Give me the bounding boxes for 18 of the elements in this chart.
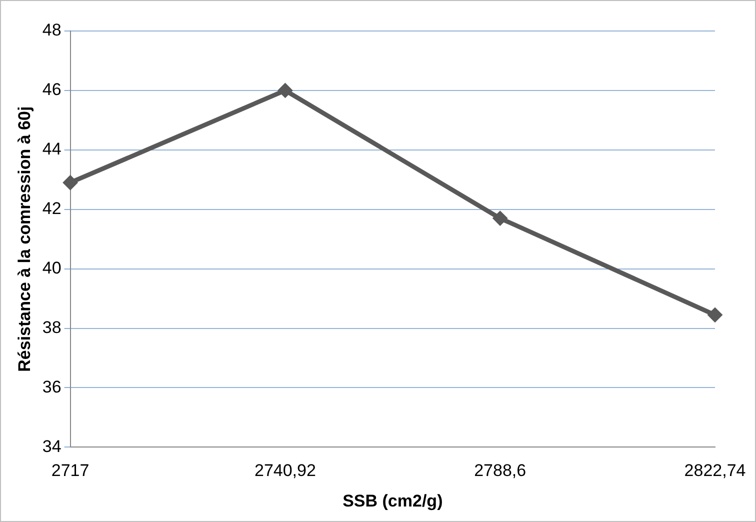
y-tick-label: 34 xyxy=(42,436,62,456)
point xyxy=(708,307,722,322)
y-tick-label: 46 xyxy=(42,80,62,100)
y-tick-label: 44 xyxy=(42,140,62,159)
point xyxy=(492,210,508,226)
y-tick-label: 48 xyxy=(42,20,62,40)
x-tick-label: 2717 xyxy=(51,461,90,480)
x-tick-label: 2788,6 xyxy=(474,461,526,480)
y-axis-title: Résistance à la comression à 60j xyxy=(14,106,34,372)
y-tick-label: 38 xyxy=(42,318,62,337)
x-tick-label: 2740,92 xyxy=(254,461,316,480)
x-tick-label: 2822,74 xyxy=(684,461,746,480)
y-tick-label: 40 xyxy=(42,258,62,278)
x-axis-title: SSB (cm2/g) xyxy=(342,491,443,510)
y-tick-label: 36 xyxy=(42,377,62,396)
point xyxy=(62,175,78,190)
y-tick-label: 42 xyxy=(42,199,62,218)
point xyxy=(278,82,293,98)
